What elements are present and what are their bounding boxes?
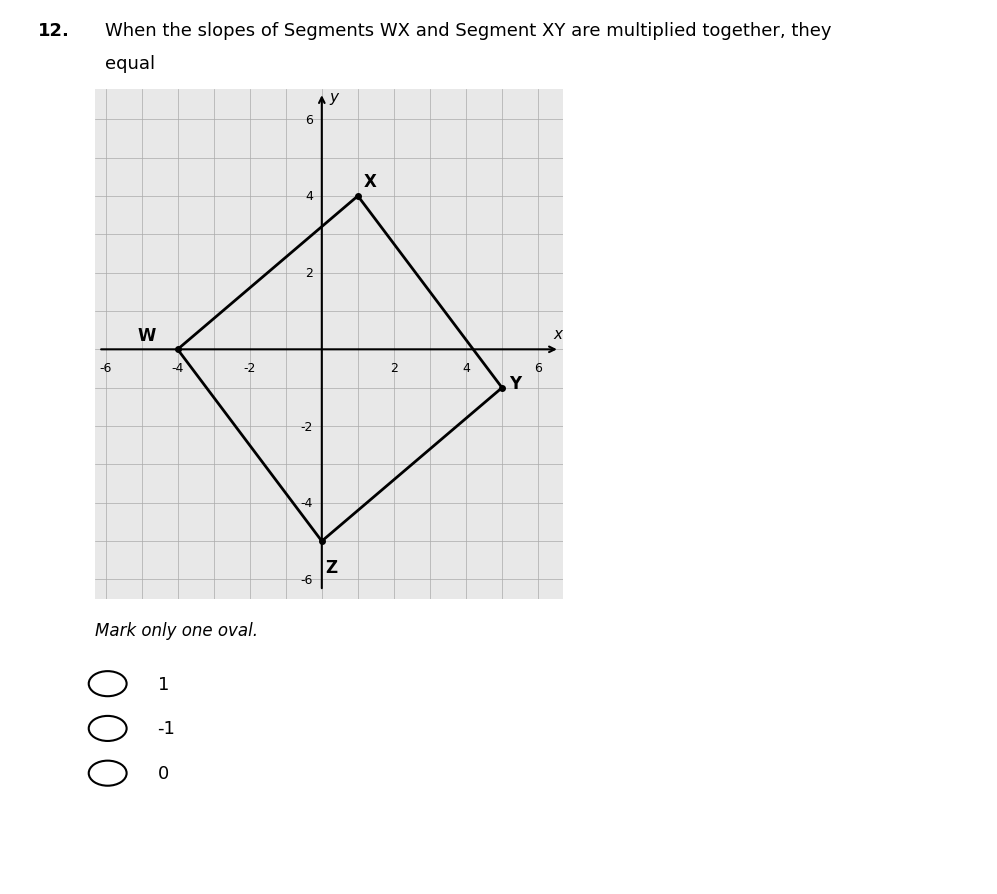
Text: -2: -2 (243, 361, 256, 375)
Text: x: x (553, 326, 562, 342)
Text: X: X (363, 173, 376, 191)
Text: -6: -6 (100, 361, 112, 375)
Text: -6: -6 (300, 573, 313, 586)
Text: -4: -4 (171, 361, 183, 375)
Text: 2: 2 (305, 266, 313, 280)
Text: When the slopes of Segments WX and Segment XY are multiplied together, they: When the slopes of Segments WX and Segme… (105, 22, 831, 40)
Text: Y: Y (509, 374, 521, 392)
Text: 4: 4 (462, 361, 470, 375)
Text: 4: 4 (305, 190, 313, 203)
Text: -2: -2 (300, 420, 313, 433)
Text: Mark only one oval.: Mark only one oval. (95, 621, 257, 639)
Text: y: y (329, 89, 338, 105)
Text: W: W (138, 326, 156, 344)
Text: -4: -4 (300, 497, 313, 510)
Text: 2: 2 (390, 361, 398, 375)
Text: 12.: 12. (38, 22, 70, 40)
Text: 1: 1 (158, 675, 168, 693)
Text: Z: Z (325, 559, 338, 577)
Text: -1: -1 (158, 720, 175, 738)
Text: 6: 6 (305, 114, 313, 127)
Text: 0: 0 (158, 764, 168, 782)
Text: 6: 6 (534, 361, 542, 375)
Text: equal: equal (105, 55, 155, 73)
